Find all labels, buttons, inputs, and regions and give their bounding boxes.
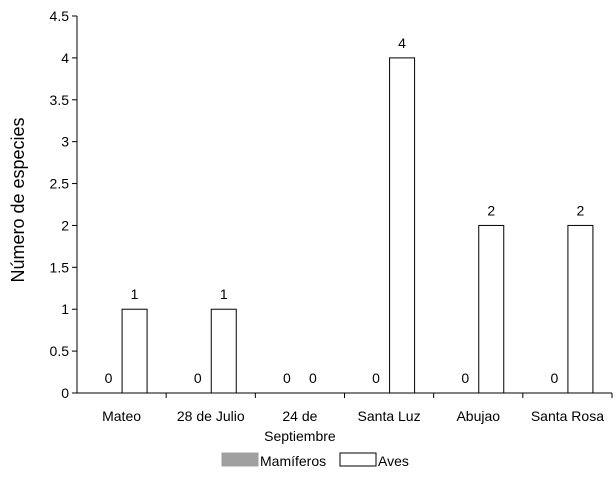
y-tick-label: 3 <box>61 134 69 150</box>
bar-aves <box>567 224 594 394</box>
x-tick-label-line: 28 de Julio <box>177 408 245 424</box>
x-tick-label-line: Abujao <box>456 408 500 424</box>
x-tick-label: Santa Rosa <box>531 408 604 424</box>
y-axis-title-text: Número de especies <box>8 117 28 282</box>
data-label: 0 <box>283 370 291 386</box>
data-label: 1 <box>131 286 139 302</box>
y-tick-label: 1 <box>61 301 69 317</box>
y-tick-label: 0 <box>61 385 69 401</box>
x-tick-label: 24 de Septiembre <box>264 408 336 444</box>
data-label: 1 <box>220 286 228 302</box>
x-tick-label: 28 de Julio <box>177 408 245 424</box>
x-tick-label-line: Santa Rosa <box>531 408 604 424</box>
data-label: 0 <box>372 370 380 386</box>
y-tick-label: 2.5 <box>50 176 70 192</box>
x-tick-label-line: Santa Luz <box>358 408 421 424</box>
x-tick-label-line: Mateo <box>102 408 141 424</box>
legend-label-aves: Aves <box>378 453 409 469</box>
data-label: 0 <box>551 370 559 386</box>
y-tick-label: 2 <box>61 217 69 233</box>
data-label: 2 <box>487 202 495 218</box>
data-label: 2 <box>577 202 585 218</box>
legend-swatch-aves <box>339 452 377 467</box>
data-label: 0 <box>309 370 317 386</box>
x-tick-label: Santa Luz <box>358 408 421 424</box>
bar-aves <box>210 308 237 394</box>
data-label: 0 <box>194 370 202 386</box>
data-label: 0 <box>105 370 113 386</box>
plot-area: 0 0.5 1 1.5 2 2.5 3 3.5 4 4.5 0 1 Mateo 0 1 28 de Julio… <box>50 8 613 444</box>
data-label: 0 <box>461 370 469 386</box>
bar-aves <box>389 57 416 394</box>
x-tick-label-line: Septiembre <box>264 428 336 444</box>
legend: Mamíferos Aves <box>221 452 409 469</box>
bar-aves <box>478 224 505 394</box>
legend-swatch-mamíferos <box>221 452 259 467</box>
y-tick-label: 1.5 <box>50 259 70 275</box>
y-tick-label: 3.5 <box>50 92 70 108</box>
x-tick-label: Mateo <box>102 408 141 424</box>
data-label: 4 <box>398 35 406 51</box>
x-tick-label: Abujao <box>456 408 500 424</box>
y-tick-label: 4 <box>61 50 69 66</box>
legend-label-mamíferos: Mamíferos <box>260 453 326 469</box>
bar-aves <box>121 308 148 394</box>
y-tick-label: 4.5 <box>50 8 70 24</box>
x-tick-label-line: 24 de <box>282 408 317 424</box>
y-tick-label: 0.5 <box>50 343 70 359</box>
y-axis-title: Número de especies <box>8 117 28 282</box>
